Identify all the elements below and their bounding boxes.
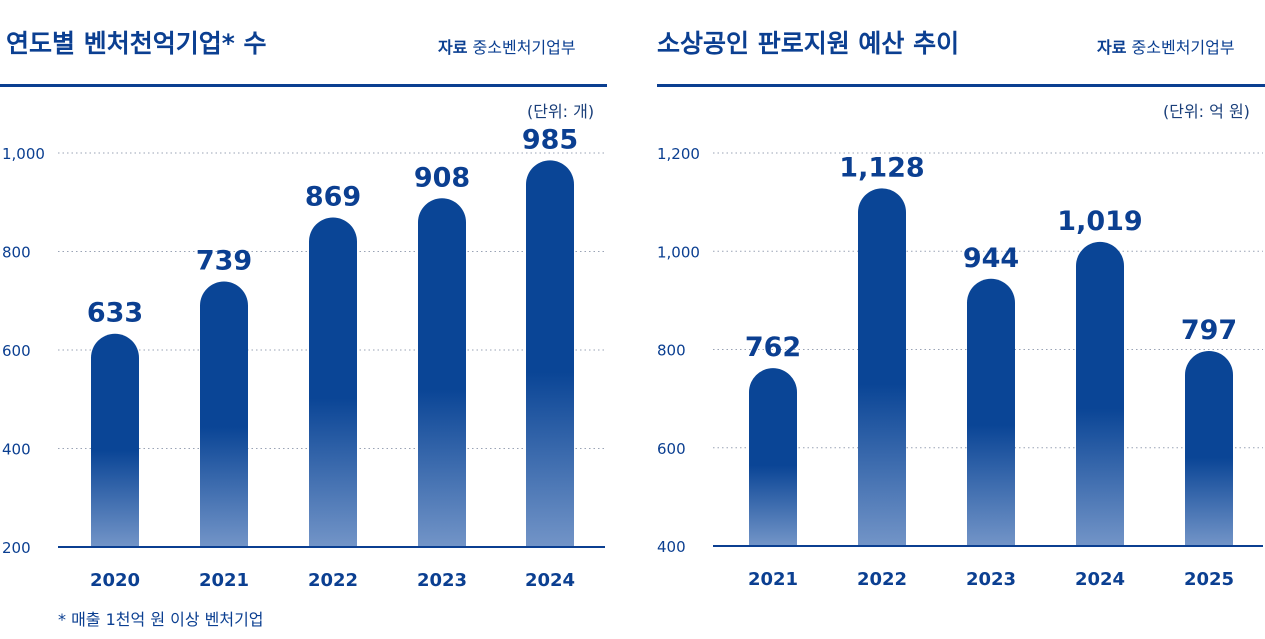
x-tick-label: 2023 [966, 569, 1016, 590]
value-label: 869 [305, 182, 361, 213]
x-tick-label: 2022 [308, 570, 358, 591]
chart-title: 연도별 벤처천억기업* 수 [6, 29, 267, 58]
unit-label: (단위: 개) [527, 102, 595, 121]
value-label: 908 [414, 162, 470, 193]
header-divider [0, 84, 607, 87]
value-label: 1,128 [839, 152, 924, 183]
header-divider [657, 84, 1265, 87]
bar-2021 [200, 281, 248, 546]
source-name: 중소벤처기업부 [1131, 38, 1235, 57]
x-tick-label: 2020 [90, 570, 140, 591]
value-label: 633 [87, 298, 143, 329]
x-tick-label: 2025 [1184, 569, 1234, 590]
bar-2020 [91, 333, 139, 546]
unit-label: (단위: 억 원) [1163, 102, 1250, 121]
x-tick-label: 2024 [525, 570, 575, 591]
source-label: 자료 [438, 38, 468, 57]
value-label: 739 [196, 246, 252, 277]
x-tick-label: 2021 [748, 569, 798, 590]
y-tick-label: 600 [2, 342, 31, 360]
x-tick-label: 2021 [199, 570, 249, 591]
chart-2: 400 600 800 1,000 1,200 762 2021 1,128 2022 944 20… [657, 145, 1263, 590]
value-label: 985 [522, 124, 578, 155]
y-tick-label: 600 [657, 440, 686, 458]
value-label: 762 [745, 332, 801, 363]
x-tick-label: 2023 [417, 570, 467, 591]
source-label: 자료 [1097, 38, 1127, 57]
y-tick-label: 200 [2, 539, 31, 557]
bar-2024 [1076, 241, 1124, 545]
bar-2022 [858, 188, 906, 545]
source-credit: 자료 중소벤처기업부 [1097, 34, 1235, 58]
source-name: 중소벤처기업부 [472, 38, 576, 57]
bar-2025 [1185, 350, 1233, 545]
value-label: 797 [1181, 315, 1237, 346]
y-tick-label: 1,000 [657, 243, 700, 261]
y-tick-label: 400 [657, 538, 686, 556]
y-tick-label: 1,000 [2, 145, 45, 163]
bar-2022 [309, 217, 357, 546]
source-credit: 자료 중소벤처기업부 [438, 34, 576, 58]
x-tick-label: 2022 [857, 569, 907, 590]
bar-2023 [418, 198, 466, 546]
x-tick-label: 2024 [1075, 569, 1125, 590]
y-tick-label: 400 [2, 441, 31, 459]
chart-1: 200 400 600 800 1,000 633 2020 739 2021 869 2022 90… [2, 124, 605, 591]
bar-2021 [749, 368, 797, 545]
y-tick-label: 800 [657, 342, 686, 360]
bar-2024 [526, 160, 574, 546]
y-tick-label: 1,200 [657, 145, 700, 163]
value-label: 944 [963, 243, 1019, 274]
chart-title: 소상공인 판로지원 예산 추이 [657, 29, 960, 58]
bar-2023 [967, 278, 1015, 545]
footnote: * 매출 1천억 원 이상 벤처기업 [58, 610, 264, 629]
value-label: 1,019 [1057, 206, 1142, 237]
y-tick-label: 800 [2, 244, 31, 262]
